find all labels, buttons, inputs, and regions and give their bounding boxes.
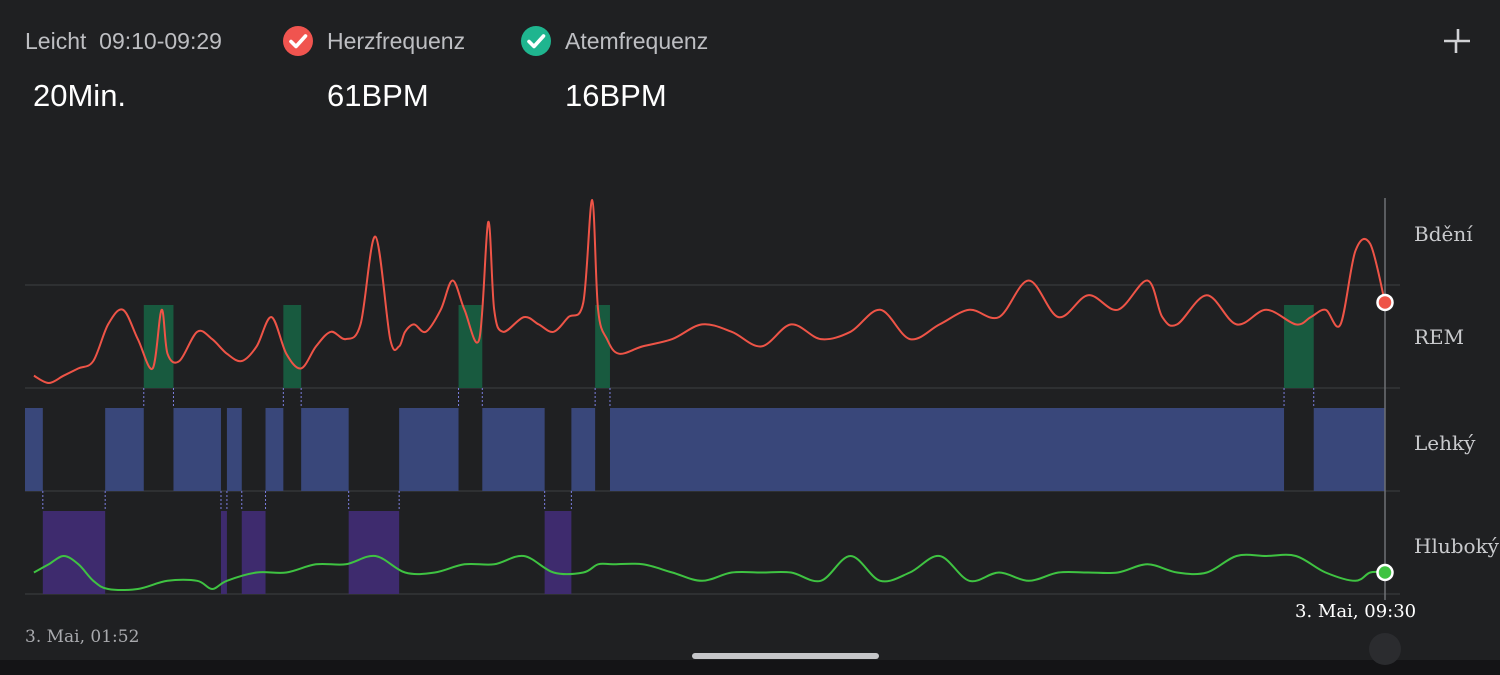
stage-bar-light (609, 408, 1285, 491)
time-range: 09:10-09:29 (99, 28, 222, 54)
stage-bar-light (226, 408, 242, 491)
stage-bar-rem (595, 305, 610, 388)
stage-bar-light (571, 408, 596, 491)
stage-bar-light (105, 408, 144, 491)
stage-bar-rem (458, 305, 483, 388)
stage-label: Leicht (25, 28, 87, 54)
stage-bar-deep (348, 511, 400, 594)
scroll-handle[interactable] (1369, 633, 1401, 665)
stage-label-rem: REM (1414, 325, 1465, 349)
stage-bar-rem (283, 305, 302, 388)
stage-label-light: Lehký (1414, 431, 1476, 455)
stage-bar-deep (42, 511, 106, 594)
stage-bar-light (25, 408, 43, 491)
x-start-label: 3. Mai, 01:52 (25, 627, 140, 647)
stage-label-awake: Bdění (1414, 222, 1473, 246)
heart-rate-line (33, 198, 1386, 385)
stage-label-deep: Hluboký (1414, 534, 1499, 558)
stage-bar-deep (544, 511, 572, 594)
breath-rate-marker (1376, 563, 1394, 582)
stage-bar-deep (241, 511, 266, 594)
duration-value: 20Min. (33, 78, 127, 113)
navigation-bar (0, 660, 1500, 675)
collapse-icon[interactable] (1440, 24, 1474, 58)
check-icon[interactable] (283, 26, 313, 56)
stage-bar-light (265, 408, 284, 491)
stage-bar-light (301, 408, 349, 491)
stage-bar-light (482, 408, 545, 491)
stage-bar-light (1313, 408, 1385, 491)
stage-bar-deep (220, 511, 227, 594)
heart-rate-value: 61BPM (327, 78, 429, 113)
check-icon[interactable] (521, 26, 551, 56)
stage-bar-light (399, 408, 459, 491)
heart-rate-marker (1376, 293, 1394, 312)
heart-rate-label: Herzfrequenz (327, 28, 466, 54)
stage-bar-light (173, 408, 221, 491)
home-indicator[interactable] (692, 653, 879, 659)
x-end-label: 3. Mai, 09:30 (1295, 601, 1417, 622)
stage-bar-rem (143, 305, 174, 388)
breath-rate-line (33, 553, 1386, 592)
stage-time-label: Leicht 09:10-09:29 (25, 28, 222, 55)
breath-rate-label: Atemfrequenz (565, 28, 709, 54)
breath-rate-value: 16BPM (565, 78, 667, 113)
